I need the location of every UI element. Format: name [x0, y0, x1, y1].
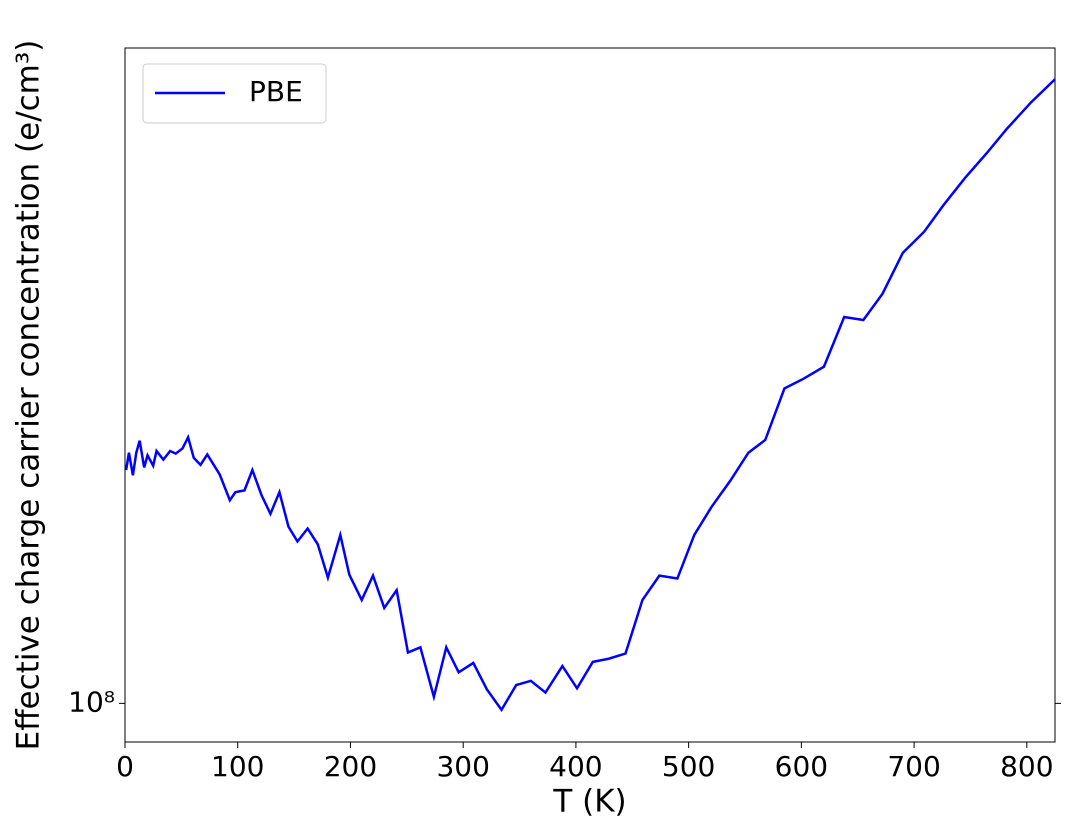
legend-label: PBE — [249, 75, 303, 108]
x-tick-label: 0 — [116, 750, 134, 783]
legend-box — [142, 63, 327, 124]
y-axis-label: Effective charge carrier concentration (… — [11, 40, 47, 751]
x-tick-label: 400 — [549, 750, 602, 783]
x-tick-label: 200 — [324, 750, 377, 783]
x-tick-label: 500 — [662, 750, 715, 783]
x-tick-label: 700 — [887, 750, 940, 783]
x-tick-label: 800 — [1000, 750, 1053, 783]
x-tick-label: 300 — [436, 750, 489, 783]
y-tick-label: 10⁸ — [68, 685, 115, 718]
x-tick-label: 600 — [775, 750, 828, 783]
data-line — [124, 78, 1056, 713]
x-axis-label: T (K) — [552, 784, 626, 820]
plot-frame — [124, 47, 1056, 743]
x-tick-label: 100 — [211, 750, 264, 783]
